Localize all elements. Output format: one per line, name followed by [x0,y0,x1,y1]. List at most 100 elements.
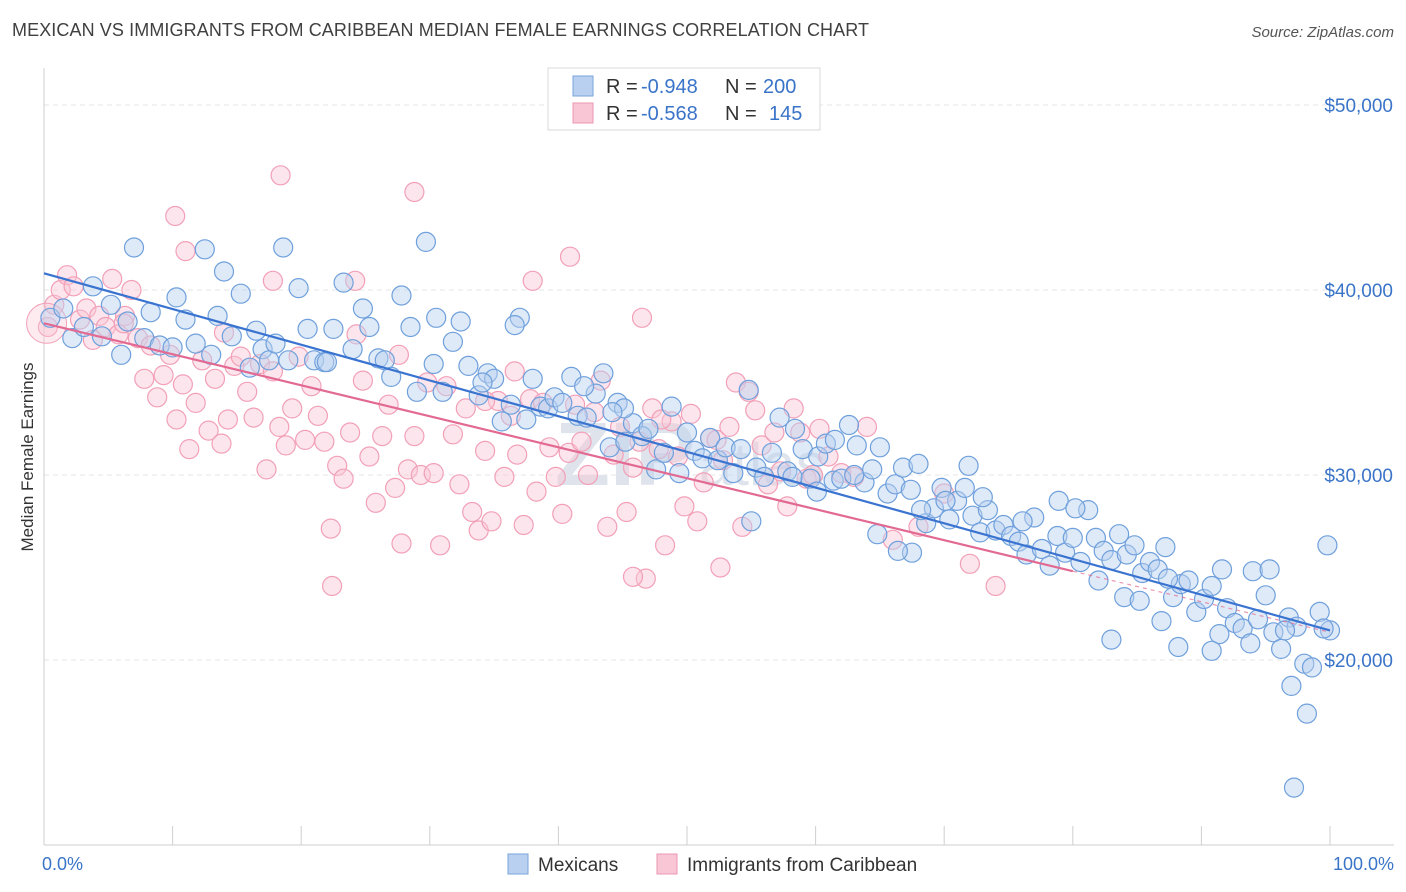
caribbean-point [462,501,483,523]
mexicans-point [1209,623,1230,645]
mexicans-point [509,307,530,328]
caribbean-point [783,398,804,419]
trend-lines [43,272,1331,633]
mexicans-point [954,477,975,498]
caribbean-point [430,535,451,556]
caribbean-point [256,459,277,480]
caribbean-point [275,435,296,456]
mexicans-point [359,316,380,338]
caribbean-point [719,416,740,437]
mexicans-point [252,339,273,360]
caribbean-point [365,492,386,513]
caribbean-point [172,374,193,395]
mexicans-point [1301,657,1323,678]
mexicans-point [1065,498,1086,519]
mexicans-point [653,442,675,463]
mexicans-point [1129,590,1150,611]
mexicans-point [962,505,983,526]
caribbean-point [985,575,1006,597]
mexicans-point [972,487,993,508]
caribbean-point [934,483,955,504]
mexicans-point [1168,636,1189,658]
caribbean-point [243,407,264,428]
mexicans-point [1283,777,1305,798]
mexicans-point [946,490,968,511]
mexicans-point [400,316,421,338]
legend-swatch-caribbean [572,102,594,124]
mexicans-point [194,239,215,260]
mexicans-point [862,459,883,480]
trend-line-caribbean [43,322,1074,573]
caribbean-point [674,496,695,517]
mexicans-point [993,514,1014,536]
caribbean-point [352,370,373,391]
caribbean-point [102,268,123,289]
mexicans-point [715,437,736,458]
mexicans-point [844,464,865,486]
mexicans-point [892,457,914,478]
caribbean-point [211,433,232,454]
mexicans-point [504,315,525,336]
mexicans-point [100,294,122,315]
mexicans-point [602,402,623,423]
mexicans-point [730,439,752,460]
y-axis-label: Median Female Earnings [18,363,37,552]
caribbean-point [185,392,206,413]
mexicans-point [846,435,867,456]
caribbean-point [327,455,348,476]
y-tick-label: $20,000 [1324,651,1393,672]
mexicans-point [552,392,573,413]
mexicans-point [1047,525,1068,547]
mexicans-point [669,463,690,484]
mexicans-point [908,453,929,474]
mexicans-point [53,298,74,319]
mexicans-point [304,350,325,371]
caribbean-point [410,464,431,486]
mexicans-point [442,331,463,352]
mexicans-point [221,326,242,347]
y-tick-label: $30,000 [1324,466,1393,487]
series-mexicans-points [40,231,1341,798]
mexicans-point [1281,675,1302,697]
caribbean-point [320,518,341,539]
legend-label-mexicans: Mexicans [538,855,618,876]
mexicans-point [1309,601,1330,623]
caribbean-point [282,398,303,419]
caribbean-point [449,474,470,495]
mexicans-point [278,350,299,371]
mexicans-point [468,385,489,406]
mexicans-point [117,311,138,332]
caribbean-point [288,346,309,367]
mexicans-point [1048,490,1069,511]
caribbean-point [262,361,283,382]
mexicans-point [477,363,498,384]
caribbean-point [577,464,599,486]
mexicans-point [800,468,821,489]
mexicans-point [297,318,318,339]
x-tick-label-min: 0.0% [42,854,83,874]
mexicans-point [1088,570,1109,591]
mexicans-point [738,379,759,400]
mexicans-point [111,344,132,365]
mexicans-point [1101,629,1122,650]
mexicans-point [450,311,471,332]
caribbean-point [635,568,656,589]
series-legend: Mexicans Immigrants from Caribbean [507,853,917,876]
mexicans-point [613,398,635,419]
mexicans-point [573,376,595,397]
caribbean-point [475,440,496,461]
mexicans-point [661,396,682,417]
mexicans-point [1242,561,1263,582]
y-tick-label: $40,000 [1324,281,1393,302]
caribbean-point [385,477,406,498]
caribbean-point [856,416,878,437]
mexicans-point [1012,511,1033,532]
caribbean-point [481,511,502,532]
caribbean-point [751,435,772,456]
mexicans-point [1296,703,1318,724]
caribbean-point [340,422,361,443]
x-axis-ticks [43,826,1331,845]
caribbean-point [504,361,525,382]
caribbean-point [831,463,852,484]
